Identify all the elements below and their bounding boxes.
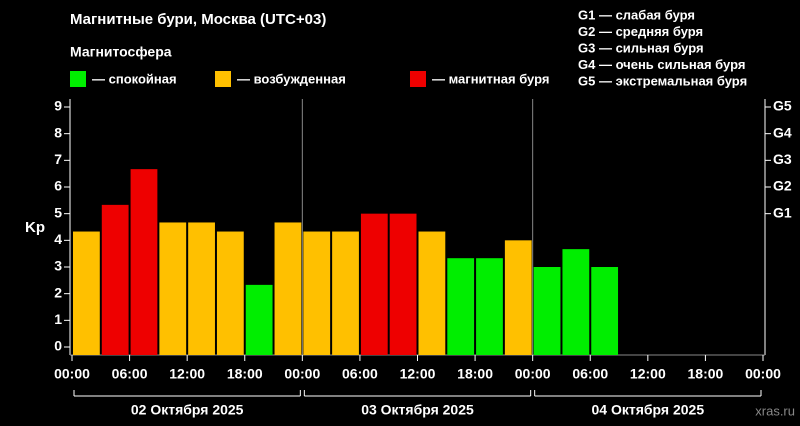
y2-tick-label: G4 xyxy=(773,124,792,140)
bar xyxy=(188,222,215,355)
storm-scale-entry: G5 — экстремальная буря xyxy=(578,73,747,88)
bar xyxy=(533,267,561,355)
x-tick-label: 00:00 xyxy=(54,366,90,382)
y-tick-label: 0 xyxy=(54,338,62,354)
bar xyxy=(332,231,359,355)
bar xyxy=(562,249,590,355)
y-tick-label: 1 xyxy=(54,311,62,327)
y-tick-label: 9 xyxy=(54,98,62,114)
bar xyxy=(389,213,417,355)
legend-label: — магнитная буря xyxy=(432,71,549,86)
storm-scale-entry: G3 — сильная буря xyxy=(578,40,704,55)
x-tick-label: 06:00 xyxy=(572,366,608,382)
x-tick-label: 12:00 xyxy=(630,366,666,382)
legend-swatch xyxy=(410,71,426,87)
day-label: 02 Октября 2025 xyxy=(131,402,244,418)
x-tick-label: 06:00 xyxy=(112,366,148,382)
y-tick-label: 6 xyxy=(54,178,62,194)
x-tick-label: 18:00 xyxy=(227,366,263,382)
bar xyxy=(303,231,331,355)
legend-swatch xyxy=(70,71,86,87)
bar xyxy=(274,222,302,355)
y2-tick-label: G2 xyxy=(773,178,792,194)
x-tick-label: 12:00 xyxy=(400,366,436,382)
bar xyxy=(159,222,187,355)
bar xyxy=(504,240,532,355)
day-label: 03 Октября 2025 xyxy=(361,402,474,418)
x-tick-label: 06:00 xyxy=(342,366,378,382)
legend-label: — спокойная xyxy=(92,71,177,86)
bar xyxy=(216,231,244,355)
y2-tick-label: G3 xyxy=(773,151,792,167)
x-tick-label: 00:00 xyxy=(284,366,320,382)
watermark: xras.ru xyxy=(755,403,795,418)
chart-title: Магнитные бури, Москва (UTC+03) xyxy=(70,11,326,28)
y-tick-label: 2 xyxy=(54,284,62,300)
bar xyxy=(73,231,100,355)
x-tick-label: 12:00 xyxy=(169,366,205,382)
x-tick-label: 18:00 xyxy=(688,366,724,382)
x-tick-label: 00:00 xyxy=(515,366,551,382)
y-tick-label: 7 xyxy=(54,151,62,167)
storm-scale-entry: G1 — слабая буря xyxy=(578,7,695,22)
bar xyxy=(245,284,273,355)
bar xyxy=(360,213,388,355)
day-label: 04 Октября 2025 xyxy=(592,402,705,418)
x-tick-label: 18:00 xyxy=(457,366,493,382)
y-tick-label: 5 xyxy=(54,204,62,220)
y-tick-label: 8 xyxy=(54,124,62,140)
y-tick-label: 4 xyxy=(54,231,62,247)
x-tick-label: 00:00 xyxy=(745,366,781,382)
bar xyxy=(476,258,503,355)
bar xyxy=(101,204,129,355)
y2-tick-label: G1 xyxy=(773,204,792,220)
y2-tick-label: G5 xyxy=(773,98,792,114)
bar xyxy=(418,231,446,355)
legend-title: Магнитосфера xyxy=(70,44,172,60)
legend-swatch xyxy=(215,71,231,87)
y-axis-label: Kp xyxy=(25,219,45,236)
bar xyxy=(447,258,475,355)
y-tick-label: 3 xyxy=(54,258,62,274)
legend-label: — возбужденная xyxy=(237,71,346,86)
storm-scale-entry: G2 — средняя буря xyxy=(578,24,703,39)
bar xyxy=(591,267,619,355)
storm-scale-entry: G4 — очень сильная буря xyxy=(578,57,745,72)
bar xyxy=(130,169,158,355)
